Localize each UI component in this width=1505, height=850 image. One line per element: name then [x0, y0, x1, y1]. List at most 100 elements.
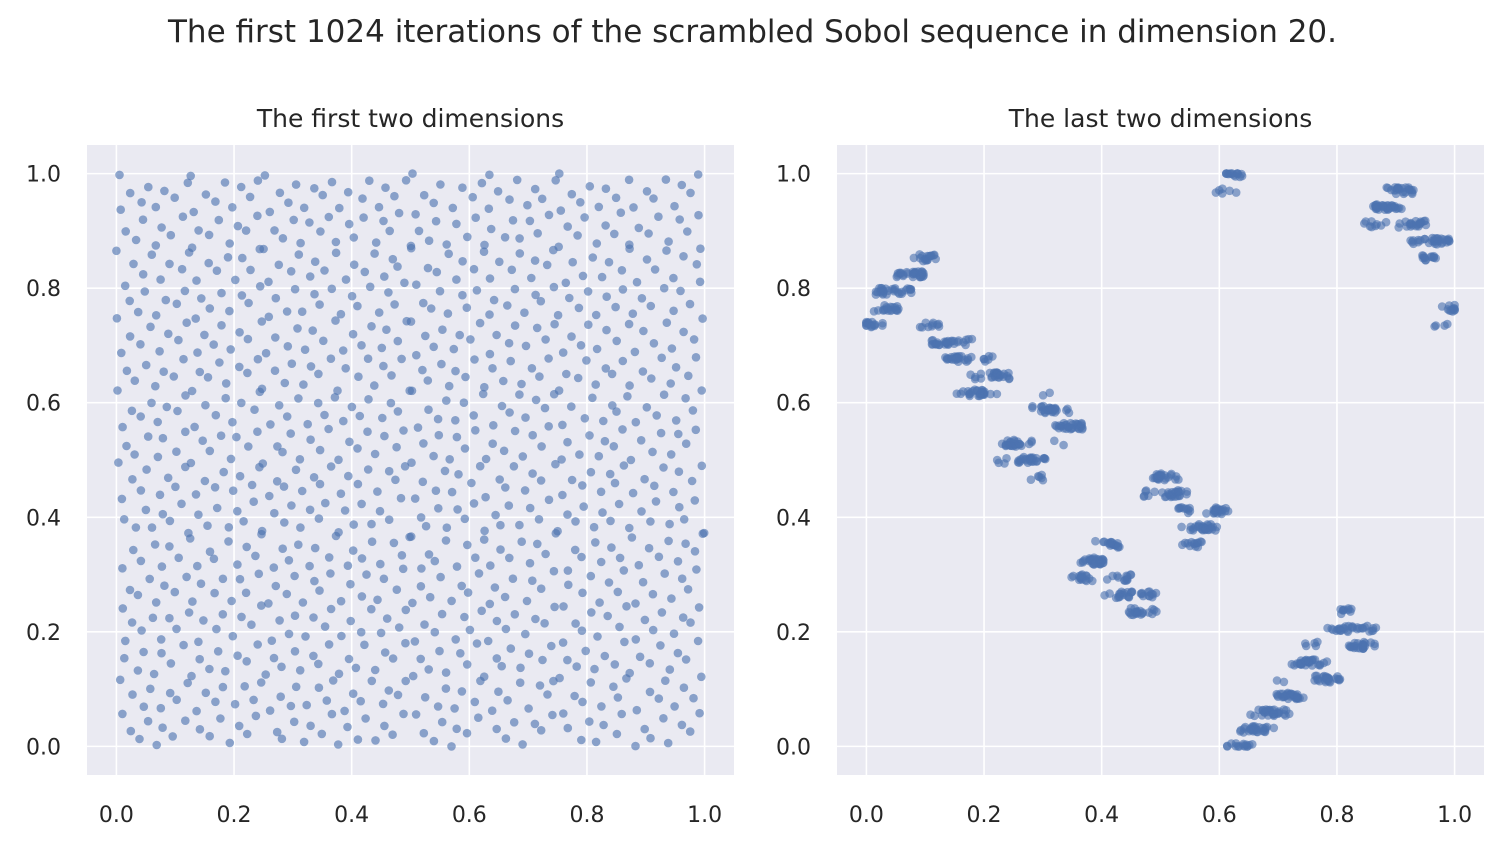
scatter-point [261, 348, 271, 358]
scatter-point [593, 632, 602, 641]
scatter-point [1211, 504, 1220, 514]
scatter-point [660, 569, 669, 578]
scatter-point [659, 714, 668, 723]
scatter-point [354, 372, 363, 382]
scatter-point [462, 660, 472, 669]
scatter-point [591, 310, 601, 320]
scatter-point [211, 697, 220, 707]
scatter-point [309, 613, 318, 622]
scatter-point [296, 238, 305, 248]
scatter-point [558, 490, 567, 500]
scatter-point [270, 508, 279, 518]
scatter-point [500, 592, 510, 602]
scatter-point [586, 467, 596, 477]
scatter-point [181, 391, 190, 400]
scatter-point [445, 455, 455, 464]
scatter-point [489, 295, 499, 305]
scatter-point [489, 421, 498, 430]
scatter-point [314, 659, 323, 669]
scatter-point [462, 303, 472, 313]
scatter-point [1248, 740, 1257, 749]
scatter-point [681, 655, 691, 664]
scatter-point [367, 676, 377, 686]
scatter-point [236, 182, 246, 192]
scatter-point [205, 446, 215, 456]
scatter-point [425, 592, 435, 602]
scatter-point [638, 577, 648, 587]
scatter-point [592, 344, 602, 354]
scatter-point [1293, 692, 1302, 702]
scatter-point [607, 543, 616, 552]
scatter-point [558, 348, 568, 357]
scatter-point [287, 359, 297, 369]
scatter-point [1249, 727, 1258, 736]
scatter-point [150, 540, 160, 549]
scatter-point [500, 233, 510, 242]
scatter-point [1001, 440, 1011, 450]
scatter-point [444, 381, 454, 391]
scatter-point [295, 455, 305, 464]
scatter-point [689, 335, 699, 344]
scatter-point [314, 514, 324, 523]
scatter-point [531, 614, 540, 624]
scatter-point [353, 479, 363, 489]
axes-background [837, 145, 1484, 775]
scatter-point [451, 635, 461, 644]
scatter-point [1136, 589, 1146, 598]
scatter-point [447, 742, 456, 751]
scatter-point [588, 393, 597, 403]
scatter-point [227, 596, 236, 606]
scatter-point [551, 176, 560, 185]
scatter-point [1261, 705, 1271, 714]
scatter-point [316, 227, 325, 236]
scatter-point [549, 282, 559, 292]
scatter-point [253, 176, 263, 185]
scatter-point [550, 602, 559, 612]
scatter-point [689, 693, 698, 703]
scatter-point [571, 517, 580, 526]
scatter-point [384, 288, 393, 297]
scatter-point [388, 730, 397, 739]
scatter-point [125, 332, 135, 341]
scatter-point [501, 624, 511, 634]
scatter-point [1360, 642, 1370, 651]
scatter-point [577, 552, 586, 562]
scatter-point [271, 333, 280, 342]
scatter-point [231, 275, 240, 285]
scatter-point [295, 666, 305, 675]
scatter-point [1415, 219, 1425, 228]
scatter-point [671, 416, 681, 425]
scatter-point [1231, 172, 1240, 181]
scatter-point [210, 483, 220, 492]
scatter-point [310, 184, 319, 193]
scatter-point [321, 498, 330, 508]
scatter-point [116, 205, 125, 214]
scatter-point [667, 594, 676, 603]
scatter-point [577, 735, 586, 745]
scatter-point [667, 344, 677, 353]
scatter-point [155, 347, 164, 356]
scatter-point [642, 255, 652, 264]
scatter-point [282, 412, 292, 421]
scatter-point [306, 721, 315, 731]
scatter-point [398, 564, 408, 574]
scatter-point [527, 273, 536, 283]
scatter-point [315, 445, 325, 455]
scatter-point [471, 213, 481, 222]
scatter-point [537, 442, 546, 451]
scatter-point [416, 654, 426, 664]
scatter-point [1091, 536, 1100, 546]
scatter-point [458, 257, 467, 266]
scatter-point [598, 508, 607, 517]
scatter-point [360, 640, 369, 650]
scatter-point [1408, 220, 1417, 230]
scatter-point [151, 241, 161, 250]
scatter-point [289, 215, 299, 225]
scatter-point [385, 226, 395, 236]
scatter-point [492, 654, 502, 663]
scatter-point [433, 702, 443, 711]
scatter-point [1393, 183, 1402, 193]
scatter-point [1327, 624, 1336, 633]
scatter-point [258, 459, 268, 468]
scatter-point [610, 660, 620, 669]
